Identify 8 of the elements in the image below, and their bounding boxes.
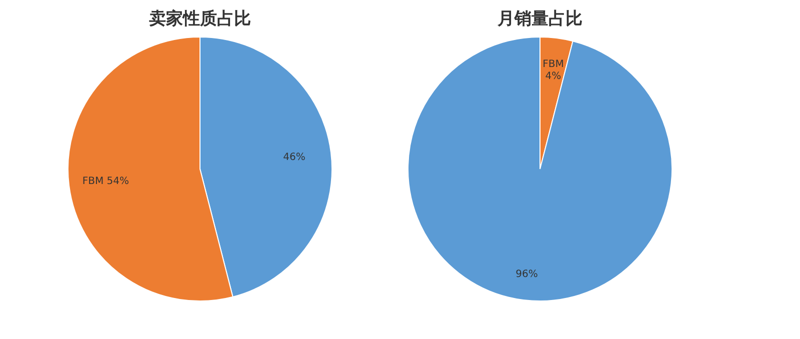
chart-title: 月销量占比 — [496, 9, 582, 29]
pie-slice — [408, 36, 672, 302]
data-label: 46% — [283, 152, 306, 164]
chart-title: 卖家性质占比 — [149, 9, 251, 29]
data-label: 96% — [516, 268, 538, 280]
slice-label: FBM — [542, 59, 564, 70]
slice-label: FBM 54% — [82, 176, 130, 187]
data-label: 4% — [545, 71, 562, 82]
